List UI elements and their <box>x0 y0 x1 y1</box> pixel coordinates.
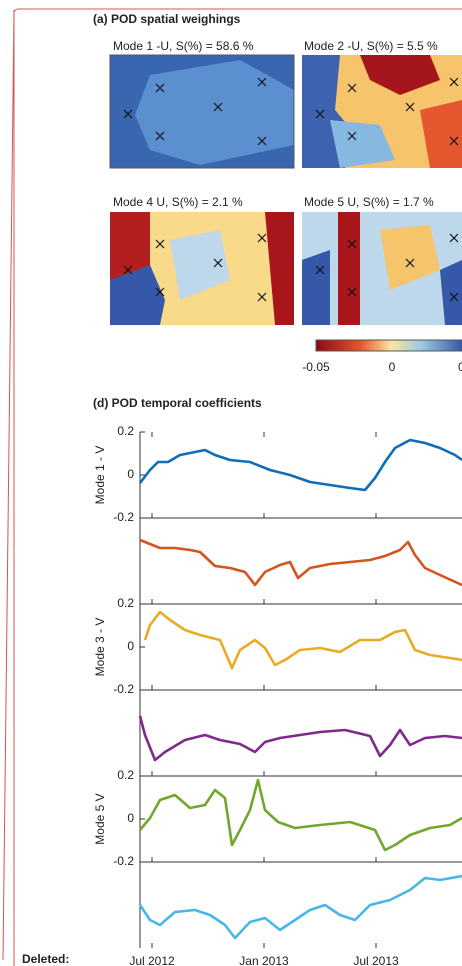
curve <box>139 538 462 587</box>
map-label: Mode 2 -U, S(%) = 5.5 % <box>304 39 438 53</box>
panel-a-title: (a) POD spatial weighings <box>93 12 241 26</box>
colorbar-label: 0 <box>458 360 462 374</box>
y-tick-label: 0.2 <box>117 424 134 438</box>
colorbar-label: -0.05 <box>302 360 330 374</box>
panel-d-title: (d) POD temporal coefficients <box>93 396 262 410</box>
y-tick-label: 0 <box>127 639 134 653</box>
revision-label: Deleted: <box>22 952 69 966</box>
colorbar-label: 0 <box>389 360 396 374</box>
curve <box>143 610 462 670</box>
map-4 <box>110 212 294 325</box>
map-2 <box>302 55 462 168</box>
y-axis-label: Mode 5 V <box>93 793 107 844</box>
x-tick-label: Jan 2013 <box>239 954 289 966</box>
y-axis-label: Mode 1 - V <box>93 446 107 505</box>
y-tick-label: 0.2 <box>117 596 134 610</box>
map-markers <box>123 77 459 302</box>
y-tick-label: -0.2 <box>113 854 134 868</box>
y-tick-label: -0.2 <box>113 510 134 524</box>
map-label: Mode 5 U, S(%) = 1.7 % <box>304 195 434 209</box>
y-tick-label: 0 <box>127 811 134 825</box>
y-tick-label: -0.2 <box>113 682 134 696</box>
y-axis-label: Mode 3 - V <box>93 618 107 677</box>
curve <box>138 715 462 762</box>
map-5 <box>302 212 462 325</box>
colorbar <box>315 339 462 352</box>
x-tick-label: Jul 2012 <box>129 954 175 966</box>
comment-line <box>2 9 15 961</box>
axes <box>139 431 462 948</box>
map-1 <box>109 54 295 169</box>
curve <box>139 778 462 852</box>
comment-box <box>13 8 462 966</box>
curve <box>138 438 462 492</box>
map-label: Mode 1 -U, S(%) = 58.6 % <box>113 39 254 53</box>
y-tick-label: 0.2 <box>117 768 134 782</box>
curve <box>138 874 462 940</box>
x-tick-label: Jul 2013 <box>353 954 399 966</box>
y-tick-label: 0 <box>127 467 134 481</box>
map-label: Mode 4 U, S(%) = 2.1 % <box>113 195 243 209</box>
